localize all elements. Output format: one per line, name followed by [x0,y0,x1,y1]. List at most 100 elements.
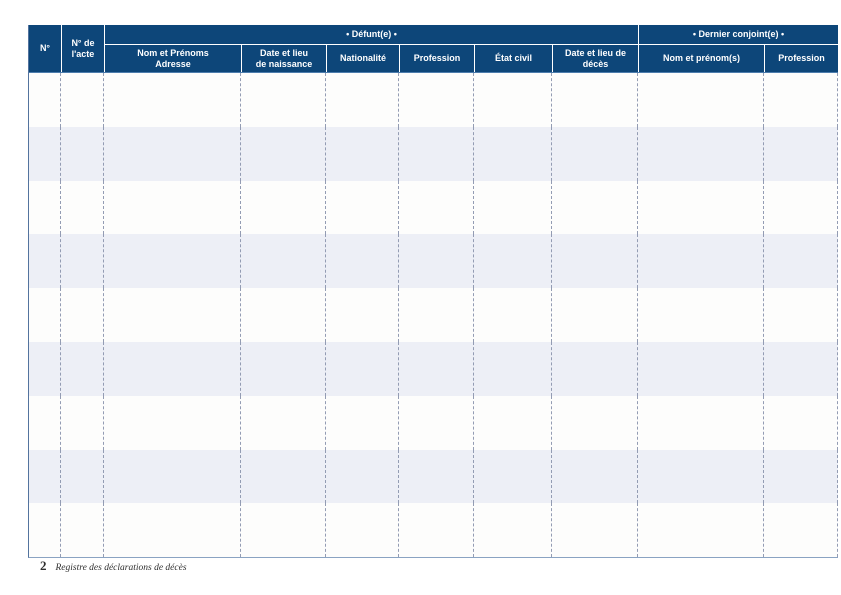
empty-cell [61,395,104,450]
empty-cell [29,234,61,289]
column-header-profession-defunt: Profession [399,44,474,72]
empty-cell [399,234,474,289]
empty-cell [104,234,241,289]
empty-cell [764,288,838,342]
empty-cell [399,503,474,558]
empty-cell [552,234,638,289]
empty-cell [638,449,764,504]
empty-cell [241,449,326,504]
empty-cell [29,288,61,342]
empty-cell [474,180,552,235]
empty-cell [241,234,326,289]
column-header-date-lieu-deces: Date et lieu de décès [552,44,638,72]
empty-cell [764,180,838,235]
column-header-profession-conjoint: Profession [764,44,838,72]
empty-cell [474,449,552,504]
table-row [29,180,838,235]
empty-cell [241,395,326,450]
empty-cell [552,288,638,342]
empty-cell [241,288,326,342]
empty-cell [326,126,399,181]
empty-cell [61,449,104,504]
column-header-nom-prenoms-conjoint: Nom et prénom(s) [638,44,764,72]
empty-cell [474,126,552,181]
empty-cell [399,126,474,181]
empty-cell [552,126,638,181]
empty-cell [29,449,61,504]
empty-cell [474,73,552,127]
column-header-numero: N° [39,43,51,54]
column-header-etat-civil: État civil [474,44,552,72]
empty-cell [326,180,399,235]
empty-cell [61,288,104,342]
empty-cell [638,126,764,181]
empty-cell [552,395,638,450]
empty-cell [29,503,61,558]
column-header-numero-acte: N° de l'acte [61,25,104,72]
empty-cell [241,341,326,396]
empty-cell [326,73,399,127]
empty-cell [552,73,638,127]
table-row [29,126,838,181]
empty-cell [764,503,838,558]
group-header-defunt: • Défunt(e) • [104,25,638,44]
empty-cell [29,341,61,396]
empty-cell [764,449,838,504]
table-row [29,341,838,396]
empty-cell [61,234,104,289]
table-row [29,234,838,289]
column-header-date-lieu-naissance: Date et lieu de naissance [241,44,326,72]
empty-cell [474,503,552,558]
column-header-nationalite: Nationalité [326,44,399,72]
empty-cell [104,449,241,504]
empty-cell [399,73,474,127]
empty-cell [399,341,474,396]
empty-cell [104,395,241,450]
empty-cell [241,126,326,181]
empty-cell [61,503,104,558]
table-body [29,73,838,558]
table-row [29,288,838,342]
empty-cell [241,180,326,235]
empty-cell [638,288,764,342]
empty-cell [399,449,474,504]
table-row [29,73,838,127]
empty-cell [29,180,61,235]
empty-cell [61,180,104,235]
empty-cell [474,234,552,289]
column-header-nom-prenoms-adresse: Nom et Prénoms Adresse [104,44,241,72]
empty-cell [764,341,838,396]
empty-cell [326,395,399,450]
empty-cell [552,180,638,235]
empty-cell [29,126,61,181]
table-row [29,503,838,558]
page-footer: 2 Registre des déclarations de décès [40,558,187,574]
empty-cell [764,234,838,289]
empty-cell [61,73,104,127]
empty-cell [552,503,638,558]
empty-cell [399,395,474,450]
empty-cell [474,288,552,342]
empty-cell [29,73,61,127]
empty-cell [638,180,764,235]
empty-cell [104,288,241,342]
empty-cell [638,73,764,127]
empty-cell [764,395,838,450]
empty-cell [638,341,764,396]
table-row [29,395,838,450]
empty-cell [61,126,104,181]
empty-cell [326,341,399,396]
empty-cell [61,341,104,396]
empty-cell [326,503,399,558]
empty-cell [104,126,241,181]
page-number: 2 [40,558,47,573]
empty-cell [104,503,241,558]
empty-cell [474,341,552,396]
death-register-table: N° N° de l'acte • Défunt(e) • • Dernier … [28,25,838,559]
empty-cell [552,341,638,396]
empty-cell [326,288,399,342]
empty-cell [638,395,764,450]
empty-cell [552,449,638,504]
empty-cell [764,73,838,127]
empty-cell [241,73,326,127]
